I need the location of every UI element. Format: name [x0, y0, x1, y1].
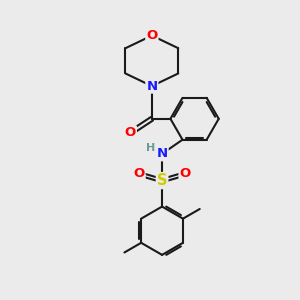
Text: S: S [157, 173, 167, 188]
Text: O: O [179, 167, 191, 180]
Text: N: N [157, 147, 168, 160]
Text: H: H [146, 143, 156, 153]
Text: O: O [146, 29, 158, 42]
Text: O: O [134, 167, 145, 180]
Text: O: O [125, 126, 136, 140]
Text: N: N [146, 80, 158, 93]
